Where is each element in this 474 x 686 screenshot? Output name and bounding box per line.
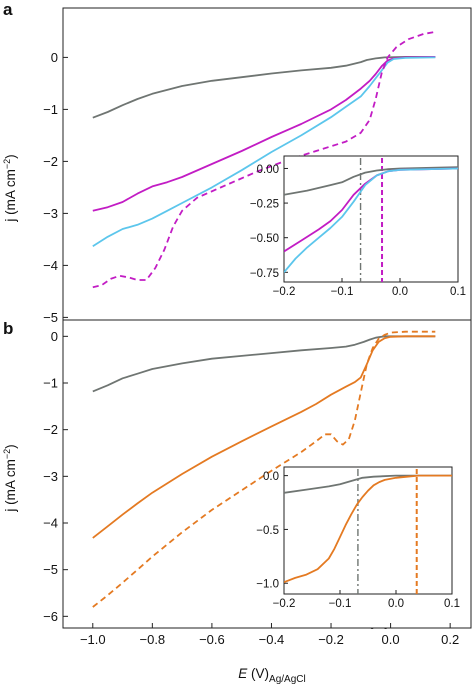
a-inset-xtick-label: 0.0 [392,286,408,298]
a-inset-series-0-line [284,166,458,196]
a-inset-ytick-label: −0.50 [250,233,279,245]
b-main-series-0-line [92,335,436,393]
b-inset-ytick-label: −1.0 [256,579,279,591]
a-inset-series-2-line [284,167,458,273]
b-inset-ytick-label: 0.0 [263,471,279,483]
b-main-xtick-label: −0.8 [140,632,166,647]
b-main-xtick-label: −0.6 [199,632,225,647]
b-main-xtick-label: −1.0 [80,632,106,647]
b-inset-series-0-line [284,474,452,494]
b-main-ytick-label: −6 [43,609,58,624]
panel-b-label: b [3,319,13,338]
a-inset-xtick-label: 0.1 [450,286,466,298]
a-main-ytick-label: −1 [43,102,58,117]
b-main-xtick-label: 0.2 [441,632,459,647]
a-main-ytick-label: −3 [43,206,58,221]
a-main-series-3-line [92,31,436,289]
b-main-xtick-label: −0.2 [318,632,344,647]
a-main-ytick-label: −5 [43,310,58,325]
a-inset-ytick-label: −0.75 [250,268,279,280]
panel-a-label: a [3,0,13,19]
b-main-ytick-label: 0 [51,329,58,344]
b-inset-ytick-label: −0.5 [256,525,279,537]
a-inset-ytick-label: 0.00 [257,164,279,176]
a-inset-plot: 0.00 −0.25 −0.50 −0.75 −0.2 −0.1 0.0 0.1 [250,155,466,298]
b-inset-frame [283,466,453,595]
panel-a-ylabel: j (mA cm−2) [2,154,18,222]
b-inset-xtick-label: −0.2 [273,598,296,610]
b-main-ytick-label: −3 [43,469,58,484]
panel-b-xlabel: E (V)Ag/AgCl [238,666,305,685]
a-main-ytick-label: −4 [43,258,58,273]
b-main-ytick-label: −2 [43,422,58,437]
b-main-xtick-label: 0.0 [382,632,400,647]
b-inset-xtick-label: 0.0 [388,598,404,610]
a-main-series-2-line [92,56,436,247]
b-main-series-2-line [92,330,436,608]
b-main-ytick-label: −5 [43,562,58,577]
a-inset-frame [283,155,459,283]
b-inset-xtick-label: 0.1 [444,598,460,610]
a-inset-xtick-label: −0.1 [331,286,354,298]
b-inset-plot: 0.0 −0.5 −1.0 −0.2 −0.1 0.0 0.1 [256,466,460,610]
a-main-ytick-label: −2 [43,154,58,169]
a-inset-ytick-label: −0.25 [250,199,279,211]
b-inset-xtick-label: −0.1 [329,598,352,610]
b-main-series-1-line [92,335,436,539]
a-main-series-0-line [92,56,436,119]
a-main-series-1-line [92,56,436,212]
b-main-ytick-label: −4 [43,516,58,531]
a-inset-xtick-label: −0.2 [273,286,296,298]
a-main-ytick-label: 0 [51,50,58,65]
b-main-xtick-label: −0.4 [259,632,285,647]
b-inset-series-1-line [284,474,452,584]
b-main-ytick-label: −1 [43,376,58,391]
panel-b-ylabel: j (mA cm−2) [2,444,18,512]
plots-layer: 0−1−2−3−4−50.00−0.25−0.50−0.75−0.2 −0.1 0.… [43,7,472,647]
